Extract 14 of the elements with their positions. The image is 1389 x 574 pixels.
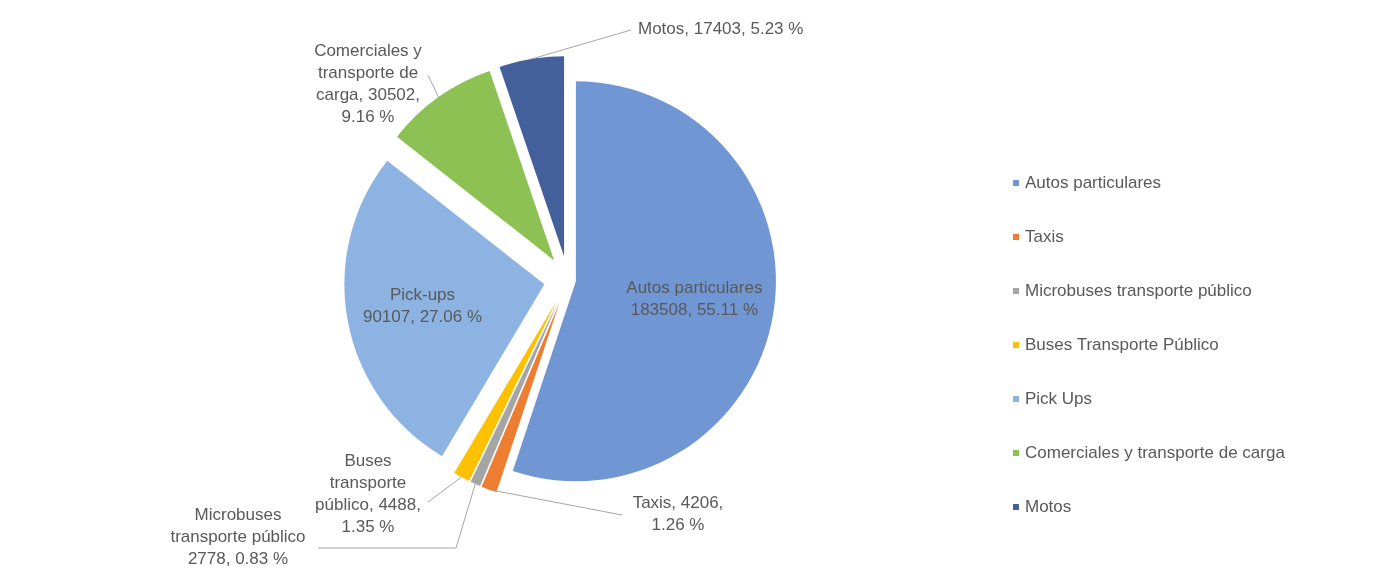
legend-label: Pick Ups (1025, 389, 1093, 409)
legend-label: Microbuses transporte público (1025, 281, 1252, 301)
data-label: Motos, 17403, 5.23 % (638, 19, 804, 39)
legend-label: Buses Transporte Público (1025, 335, 1219, 355)
data-label: Buses transporte público, 4488, 1.35 % (315, 451, 421, 537)
legend-label: Motos (1025, 497, 1072, 517)
data-label: Pick-ups 90107, 27.06 % (362, 285, 483, 327)
data-label: Microbuses transporte público 2778, 0.83 % (170, 505, 306, 569)
legend-label: Autos particulares (1025, 173, 1162, 193)
data-label: Comerciales y transporte de carga, 30502, 9.16 % (314, 41, 423, 127)
legend-label: Comerciales y transporte de carga (1025, 443, 1285, 463)
data-label: Autos particulares 183508, 55.11 % (626, 278, 763, 320)
legend-label: Taxis (1025, 227, 1064, 247)
data-label: Taxis, 4206, 1.26 % (632, 493, 724, 535)
